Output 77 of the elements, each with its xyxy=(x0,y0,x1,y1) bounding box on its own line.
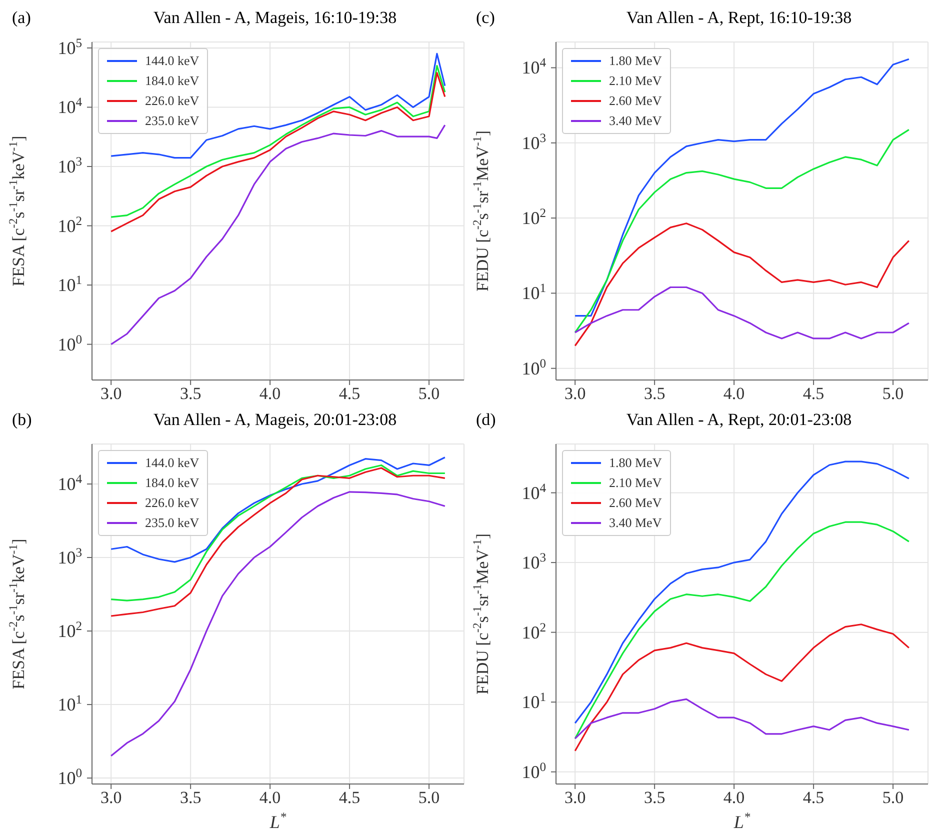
x-tick-label: 4.5 xyxy=(338,384,360,404)
x-tick-label: 3.5 xyxy=(644,384,666,404)
x-tick-label: 3.0 xyxy=(100,788,122,808)
x-tick-label: 4.5 xyxy=(802,384,824,404)
line-series xyxy=(110,124,446,346)
x-tick-label: 3.0 xyxy=(100,384,122,404)
text: (b) xyxy=(12,410,32,430)
x-tick-label: 5.0 xyxy=(418,788,440,808)
line-series xyxy=(110,52,446,159)
y-tick-label: 10$^{4}$ xyxy=(522,480,547,503)
line-series xyxy=(574,624,910,752)
y-tick-label: 10$^{0}$ xyxy=(58,766,82,788)
legend-label: 235.0 keV xyxy=(145,515,200,531)
x-tick-label: 3.5 xyxy=(180,384,202,404)
text: (d) xyxy=(476,410,496,430)
legend-label: 2.10 MeV xyxy=(609,73,662,89)
legend-label: 2.60 MeV xyxy=(609,495,662,511)
y-tick-label: 10$^{4}$ xyxy=(58,472,83,494)
y-tick-label: 10$^{3}$ xyxy=(522,550,546,573)
legend-label: 3.40 MeV xyxy=(609,113,662,129)
y-tick-label: 10$^{5}$ xyxy=(58,36,82,58)
y-tick-label: 10$^{3}$ xyxy=(522,130,546,153)
chart-title: Van Allen - A, Rept, 20:01-23:08 xyxy=(626,410,852,429)
y-tick-label: 10$^{0}$ xyxy=(58,332,82,354)
legend-label: 144.0 keV xyxy=(145,53,200,69)
x-axis-title: L$^{*}$ xyxy=(732,810,751,830)
line-series xyxy=(574,286,910,340)
text: (c) xyxy=(476,8,495,28)
y-tick-label: 10$^{1}$ xyxy=(522,690,546,712)
legend-label: 184.0 keV xyxy=(145,73,200,89)
x-tick-label: 3.5 xyxy=(644,788,666,808)
line-series xyxy=(574,58,910,317)
y-tick-label: 10$^{2}$ xyxy=(58,619,82,642)
chart-title: Van Allen - A, Rept, 16:10-19:38 xyxy=(626,8,852,27)
x-tick-label: 4.0 xyxy=(723,788,745,808)
legend-label: 235.0 keV xyxy=(145,113,200,129)
y-tick-label: 10$^{1}$ xyxy=(58,273,82,296)
x-axis-title: L$^{*}$ xyxy=(268,810,287,830)
y-tick-label: 10$^{4}$ xyxy=(522,56,547,78)
x-tick-label: 4.5 xyxy=(802,788,824,808)
y-tick-label: 10$^{0}$ xyxy=(522,356,546,378)
x-tick-label: 5.0 xyxy=(882,384,904,404)
legend-label: 2.60 MeV xyxy=(609,93,662,109)
x-tick-label: 3.5 xyxy=(180,788,202,808)
legend-label: 2.10 MeV xyxy=(609,475,662,491)
y-tick-label: 10$^{3}$ xyxy=(58,154,82,176)
legend-label: 3.40 MeV xyxy=(609,515,662,531)
line-series xyxy=(110,491,446,757)
y-tick-label: 10$^{2}$ xyxy=(522,206,546,228)
legend-label: 226.0 keV xyxy=(145,93,200,109)
y-tick-label: 10$^{1}$ xyxy=(58,692,82,715)
line-series xyxy=(110,456,446,563)
y-tick-label: 10$^{3}$ xyxy=(58,546,82,568)
x-tick-label: 4.0 xyxy=(259,384,281,404)
line-series xyxy=(574,222,910,347)
legend-label: 184.0 keV xyxy=(145,475,200,491)
x-tick-label: 4.0 xyxy=(259,788,281,808)
legend-label: 226.0 keV xyxy=(145,495,200,511)
x-tick-label: 5.0 xyxy=(418,384,440,404)
y-tick-label: 10$^{0}$ xyxy=(522,760,546,782)
y-tick-label: 10$^{2}$ xyxy=(58,214,82,236)
line-series xyxy=(574,698,910,740)
y-tick-label: 10$^{2}$ xyxy=(522,620,546,642)
text: (a) xyxy=(12,8,31,28)
chart-title: Van Allen - A, Mageis, 20:01-23:08 xyxy=(153,410,397,429)
legend-label: 1.80 MeV xyxy=(609,53,662,69)
y-tick-label: 10$^{1}$ xyxy=(522,281,546,304)
x-tick-label: 3.0 xyxy=(564,788,586,808)
x-tick-label: 4.0 xyxy=(723,384,745,404)
x-tick-label: 3.0 xyxy=(564,384,586,404)
chart-title: Van Allen - A, Mageis, 16:10-19:38 xyxy=(153,8,397,27)
x-tick-label: 5.0 xyxy=(882,788,904,808)
legend-label: 144.0 keV xyxy=(145,455,200,471)
line-series xyxy=(574,128,910,334)
y-tick-label: 10$^{4}$ xyxy=(58,95,83,118)
x-tick-label: 4.5 xyxy=(338,788,360,808)
legend-label: 1.80 MeV xyxy=(609,455,662,471)
